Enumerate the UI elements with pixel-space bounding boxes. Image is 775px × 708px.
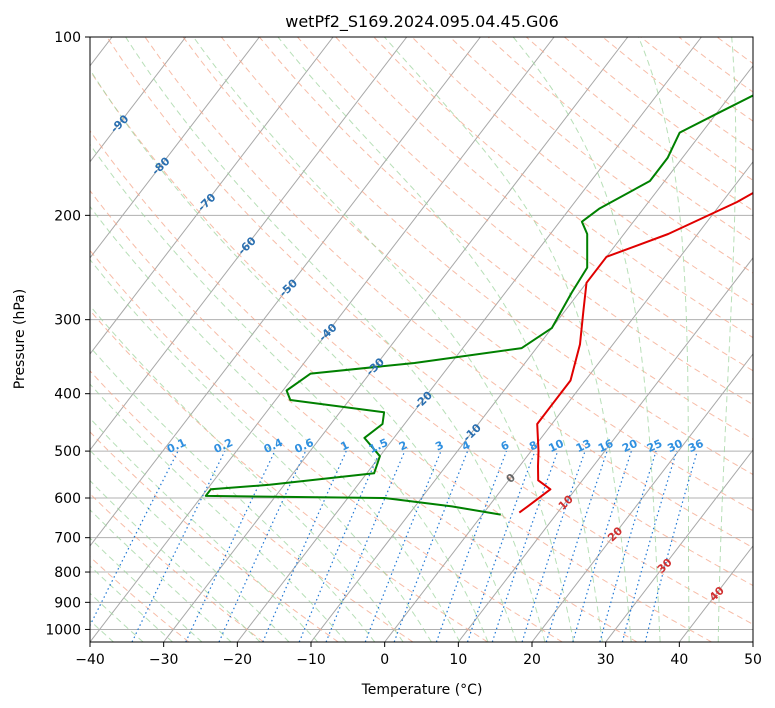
mixing-ratio-line [393,450,469,642]
isotherm-line [90,37,334,355]
x-tick-label: −40 [75,652,105,668]
y-tick-label: 100 [54,30,81,46]
x-tick-label: 0 [380,652,389,668]
moist-adiabat-line [90,305,404,642]
mixing-ratio-layer [90,450,698,642]
dry-adiabat-line [90,69,753,625]
isotherm-line [457,257,753,642]
y-tick-label: 300 [54,313,81,329]
x-tick-label: 20 [523,652,541,668]
mixing-ratio-label: 10 [547,437,567,455]
x-tick-label: 40 [670,652,688,668]
dry-adiabat-line [259,37,753,440]
isotherm-line [90,37,481,547]
y-tick-label: 1000 [45,622,81,638]
plot-area [90,37,753,642]
dewpoint-profile-line [204,94,753,516]
mixing-ratio-label: 25 [645,437,664,455]
y-axis: 1000 900 800 700 600 500 400 300 200 100 [45,30,90,638]
isotherm-line [236,37,702,642]
chart-title: wetPf2_S169.2024.095.04.45.G06 [285,12,559,32]
mixing-ratio-label: 16 [596,437,616,455]
moist-adiabat-line [512,37,661,642]
x-axis-label: Temperature (°C) [361,682,483,698]
dry-adiabat-line [90,370,414,642]
mixing-ratio-label: 36 [686,437,706,455]
x-tick-label: 50 [744,652,762,668]
dry-adiabat-line [106,37,753,587]
mixing-ratio-line [621,450,678,642]
x-tick-label: −30 [149,652,179,668]
dry-adiabat-line [90,309,488,642]
isotherm-line [531,353,753,642]
moist-adiabat-line [90,592,144,642]
moist-adiabat-line [638,37,690,642]
dry-adiabat-line [297,37,753,406]
x-tick-label: −20 [223,652,253,668]
isotherm-line [90,37,555,642]
mixing-ratio-line [491,450,559,642]
moist-adiabat-line [277,37,603,642]
mixing-ratio-line [545,450,608,642]
moist-adiabat-line [90,565,173,642]
isotherm-line [384,161,753,642]
isotherm-line [163,37,629,642]
dry-adiabat-line [373,37,753,339]
y-tick-label: 200 [54,208,81,224]
y-tick-label: 800 [54,565,81,581]
dry-adiabat-line [335,37,753,372]
y-tick-label: 700 [54,531,81,547]
mixing-ratio-line [572,450,632,642]
y-tick-label: 600 [54,491,81,507]
x-tick-label: 30 [597,652,615,668]
moist-adiabat-line [90,143,489,642]
dry-adiabat-line [90,249,563,642]
moist-adiabat-line [125,37,546,642]
moist-adiabat-line [193,37,575,642]
x-tick-label: 10 [449,652,467,668]
mixing-ratio-line [364,450,442,642]
mixing-ratio-label: 30 [665,437,685,455]
temperature-profile-line [518,191,753,514]
moist-adiabat-line [90,537,203,642]
moist-adiabat-line [717,37,737,642]
moist-adiabat-line [90,68,517,642]
isotherm-line [90,37,260,259]
isotherm-line [90,37,187,163]
x-tick-label: −10 [296,652,326,668]
isotherm-line [90,37,408,451]
y-tick-label: 400 [54,387,81,403]
dry-adiabat-line [90,556,190,642]
y-axis-label: Pressure (hPa) [12,289,28,389]
moist-adiabat-line [90,509,232,642]
plot-frame [89,36,754,643]
mixing-ratio-line [131,450,226,642]
mixing-ratio-label: 20 [620,437,640,455]
mixing-ratio-line [218,450,307,642]
moist-adiabat-line [90,449,290,642]
x-axis: −40 −30 −20 −10 0 10 20 30 40 50 [75,642,762,668]
isotherm-line [605,449,753,642]
moist-adiabat-line [90,417,319,642]
y-tick-label: 900 [54,595,81,611]
series-layer [204,94,753,516]
y-tick-label: 500 [54,444,81,460]
mixing-ratio-line [185,450,276,642]
moist-adiabat-line [90,479,261,642]
moist-adiabat-line [384,37,632,642]
mixing-ratio-label: 13 [574,437,593,455]
dry-adiabat-line [90,130,712,642]
mixing-ratio-line [521,450,586,642]
mixing-ratio-line [599,450,657,642]
